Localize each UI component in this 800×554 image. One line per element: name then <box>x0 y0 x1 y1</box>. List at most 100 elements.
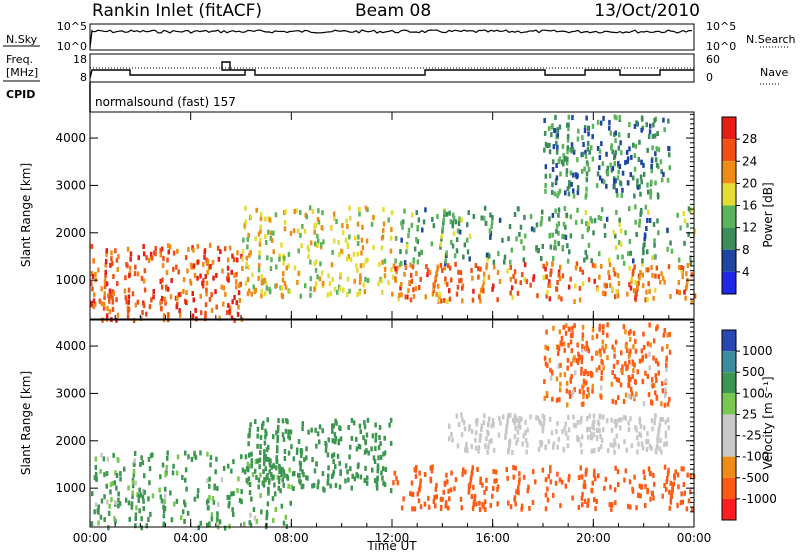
heatmap-cell <box>392 480 395 486</box>
heatmap-cell <box>581 502 584 508</box>
heatmap-cell <box>103 291 106 297</box>
heatmap-cell <box>277 424 280 430</box>
colorbar-swatch <box>722 139 736 162</box>
heatmap-cell <box>387 280 390 286</box>
heatmap-cell <box>632 344 635 350</box>
heatmap-cell <box>344 237 348 243</box>
heatmap-cell <box>598 365 601 371</box>
heatmap-cell <box>587 392 590 398</box>
heatmap-cell <box>650 158 654 164</box>
heatmap-cell <box>619 180 622 186</box>
heatmap-cell <box>481 284 485 290</box>
heatmap-cell <box>235 284 238 290</box>
velocity-heatmap-cells <box>90 322 696 531</box>
heatmap-cell <box>393 470 397 476</box>
heatmap-cell <box>545 391 549 396</box>
heatmap-cell <box>92 304 96 310</box>
heatmap-cell <box>131 490 134 496</box>
heatmap-cell <box>184 255 188 261</box>
heatmap-cell <box>332 452 336 458</box>
heatmap-cell <box>356 473 360 479</box>
heatmap-cell <box>254 287 258 293</box>
heatmap-cell <box>250 496 253 502</box>
heatmap-cell <box>566 133 570 139</box>
heatmap-cell <box>263 291 267 297</box>
heatmap-cell <box>577 475 581 481</box>
heatmap-cell <box>618 132 621 138</box>
heatmap-cell <box>491 493 494 499</box>
heatmap-cell <box>94 502 98 508</box>
heatmap-cell <box>316 484 320 490</box>
heatmap-cell <box>630 278 633 284</box>
heatmap-cell <box>254 419 257 425</box>
heatmap-cell <box>446 479 449 485</box>
heatmap-cell <box>307 253 310 259</box>
heatmap-cell <box>193 273 197 278</box>
heatmap-cell <box>293 471 296 476</box>
heatmap-cell <box>127 299 130 305</box>
heatmap-cell <box>693 228 696 234</box>
heatmap-cell <box>606 322 609 328</box>
heatmap-cell <box>689 260 693 266</box>
heatmap-cell <box>299 293 303 299</box>
heatmap-cell <box>268 217 272 223</box>
heatmap-cell <box>515 489 518 495</box>
heatmap-cell <box>328 281 332 286</box>
heatmap-cell <box>496 297 499 303</box>
heatmap-cell <box>639 211 642 217</box>
heatmap-cell <box>554 114 557 120</box>
heatmap-cell <box>145 523 149 529</box>
heatmap-cell <box>557 230 560 236</box>
heatmap-cell <box>605 216 609 222</box>
heatmap-cell <box>170 278 173 283</box>
heatmap-cell <box>272 230 275 236</box>
heatmap-cell <box>313 286 316 292</box>
heatmap-cell <box>613 353 616 359</box>
heatmap-cell <box>667 118 670 124</box>
heatmap-cell <box>555 149 559 155</box>
heatmap-cell <box>473 493 477 499</box>
heatmap-cell <box>309 276 313 282</box>
heatmap-cell <box>542 421 546 427</box>
heatmap-cell <box>430 468 434 474</box>
heatmap-cell <box>346 276 350 282</box>
heatmap-cell <box>105 483 108 489</box>
colorbar-tick-label: 28 <box>742 132 757 146</box>
heatmap-cell <box>629 504 632 510</box>
heatmap-cell <box>628 393 631 399</box>
heatmap-cell <box>244 280 248 286</box>
colorbar-swatch <box>722 372 736 394</box>
heatmap-cell <box>615 209 618 215</box>
heatmap-cell <box>621 369 624 375</box>
heatmap-cell <box>371 467 374 473</box>
heatmap-cell <box>244 205 247 211</box>
heatmap-cell <box>647 134 651 139</box>
heatmap-cell <box>580 168 584 174</box>
heatmap-cell <box>285 473 289 479</box>
heatmap-cell <box>196 243 200 249</box>
heatmap-cell <box>346 256 349 262</box>
heatmap-cell <box>192 297 195 303</box>
heatmap-cell <box>259 472 262 478</box>
heatmap-cell <box>229 305 232 311</box>
heatmap-cell <box>682 482 686 487</box>
heatmap-cell <box>455 237 459 243</box>
heatmap-cell <box>272 474 275 480</box>
heatmap-cell <box>212 275 215 281</box>
heatmap-cell <box>576 342 579 348</box>
heatmap-cell <box>299 232 302 238</box>
heatmap-cell <box>536 293 539 299</box>
heatmap-cell <box>448 288 451 294</box>
heatmap-cell <box>656 361 660 367</box>
heatmap-cell <box>161 462 165 468</box>
heatmap-cell <box>606 165 609 171</box>
heatmap-cell <box>202 261 205 267</box>
heatmap-cell <box>690 207 693 213</box>
heatmap-cell <box>282 260 285 266</box>
heatmap-cell <box>666 471 670 476</box>
heatmap-cell <box>249 214 253 220</box>
heatmap-cell <box>215 456 218 462</box>
heatmap-cell <box>160 306 163 312</box>
heatmap-cell <box>543 355 547 361</box>
heatmap-cell <box>317 479 320 485</box>
